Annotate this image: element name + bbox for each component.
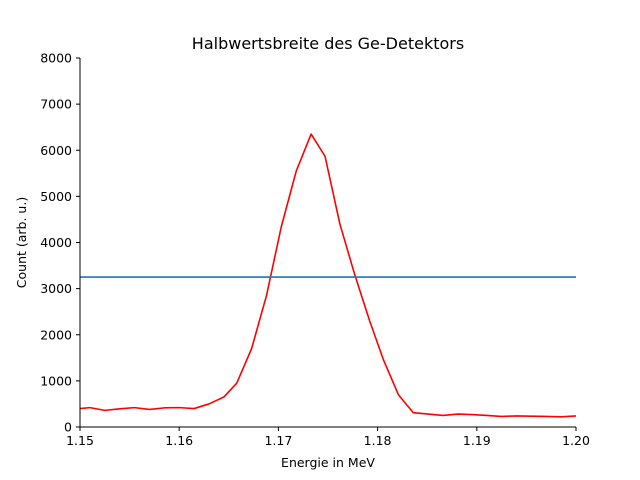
y-ticks: 0 1000 2000 3000 4000 5000 6000 7000 8000 bbox=[40, 51, 80, 435]
axes bbox=[79, 58, 576, 428]
y-tick-label: 3000 bbox=[40, 281, 72, 296]
y-tick-label: 0 bbox=[64, 420, 72, 435]
y-tick-label: 4000 bbox=[40, 235, 72, 250]
x-tick-label: 1.15 bbox=[66, 433, 94, 448]
y-tick-label: 2000 bbox=[40, 327, 72, 342]
x-tick-label: 1.20 bbox=[562, 433, 590, 448]
plot-area bbox=[79, 133, 577, 418]
y-tick-label: 1000 bbox=[40, 373, 72, 388]
x-axis-label: Energie in MeV bbox=[281, 455, 375, 470]
y-tick-label: 8000 bbox=[40, 51, 72, 66]
x-tick-label: 1.17 bbox=[264, 433, 292, 448]
x-ticks: 1.15 1.16 1.17 1.18 1.19 1.20 bbox=[66, 427, 590, 448]
spectrum-line bbox=[79, 133, 577, 418]
chart-title: Halbwertsbreite des Ge-Detektors bbox=[192, 34, 464, 53]
y-tick-label: 5000 bbox=[40, 189, 72, 204]
x-tick-label: 1.19 bbox=[463, 433, 491, 448]
x-tick-label: 1.16 bbox=[165, 433, 193, 448]
y-tick-label: 6000 bbox=[40, 143, 72, 158]
x-tick-label: 1.18 bbox=[364, 433, 392, 448]
y-tick-label: 7000 bbox=[40, 97, 72, 112]
y-axis-label: Count (arb. u.) bbox=[14, 197, 29, 288]
